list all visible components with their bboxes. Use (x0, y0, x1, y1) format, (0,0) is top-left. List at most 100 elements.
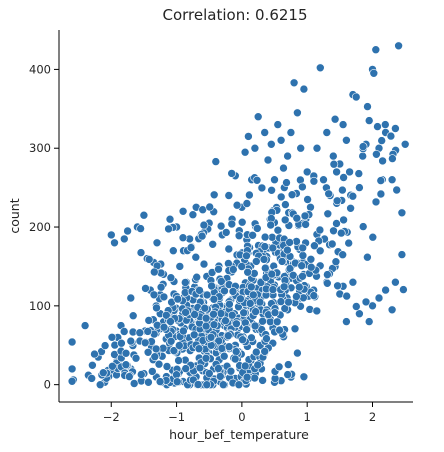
data-point (358, 151, 368, 161)
data-point (302, 167, 312, 177)
data-point (322, 278, 332, 288)
data-point (258, 376, 267, 385)
data-point (342, 317, 351, 326)
data-point (95, 380, 105, 390)
data-point (221, 228, 231, 237)
data-point (323, 209, 333, 219)
data-point (193, 380, 203, 389)
data-point (88, 360, 97, 370)
data-point (306, 262, 316, 272)
data-point (253, 360, 263, 370)
data-point (237, 262, 246, 271)
data-point (309, 291, 319, 300)
data-point (150, 267, 159, 277)
data-point (252, 224, 262, 233)
data-point (195, 363, 205, 373)
data-point (327, 239, 337, 249)
data-point (166, 273, 176, 283)
data-point (281, 200, 290, 209)
data-point (363, 252, 372, 262)
data-point (312, 143, 322, 153)
data-point (237, 217, 247, 227)
data-point (397, 250, 407, 259)
data-point (202, 380, 212, 390)
data-point (276, 192, 286, 202)
data-point (110, 238, 119, 248)
data-point (224, 331, 233, 341)
data-point (339, 215, 348, 225)
data-point (266, 140, 276, 149)
data-point (152, 238, 162, 248)
data-point (299, 84, 309, 94)
data-point (209, 294, 219, 304)
data-point (301, 220, 310, 229)
data-point (206, 332, 216, 342)
y-tick-label: 300 (29, 141, 51, 155)
data-point (373, 122, 382, 131)
data-point (242, 199, 252, 208)
data-point (154, 359, 164, 369)
data-point (283, 151, 292, 161)
data-point (199, 259, 209, 269)
data-point (287, 190, 297, 199)
data-point (298, 251, 308, 260)
data-point (164, 224, 173, 234)
data-point (199, 220, 209, 230)
data-point (251, 257, 261, 266)
data-point (143, 327, 153, 336)
data-point (175, 341, 184, 350)
data-point (224, 342, 234, 352)
data-point (355, 183, 364, 192)
data-point (273, 120, 283, 129)
data-point (386, 131, 396, 141)
data-point (332, 167, 341, 177)
data-point (137, 370, 146, 379)
data-point (227, 169, 236, 178)
data-point (129, 379, 139, 388)
data-point (87, 374, 96, 383)
data-point (272, 317, 282, 327)
data-point (224, 244, 234, 254)
data-point (344, 238, 354, 248)
data-point (260, 232, 270, 242)
data-point (338, 120, 348, 129)
data-point (351, 302, 361, 311)
data-point (121, 360, 131, 370)
data-point (263, 155, 273, 165)
data-point (289, 78, 299, 88)
data-point (283, 360, 293, 369)
data-point (309, 176, 319, 186)
data-point (306, 254, 316, 264)
data-point (135, 328, 145, 338)
data-point (162, 310, 171, 320)
plot-area (58, 30, 413, 403)
data-point (125, 372, 134, 381)
data-point (107, 230, 116, 240)
data-point (338, 250, 348, 259)
data-point (348, 191, 358, 201)
data-point (131, 353, 141, 363)
data-point (214, 336, 223, 346)
data-point (205, 202, 214, 212)
data-point (190, 310, 199, 319)
data-point (232, 200, 242, 210)
data-point (166, 317, 175, 326)
data-point (299, 372, 309, 382)
data-point (151, 344, 161, 354)
data-point (208, 240, 217, 249)
data-point (275, 325, 284, 335)
data-point (172, 377, 182, 387)
data-point (260, 263, 270, 273)
data-point (274, 362, 284, 372)
x-tick-label: 2 (369, 410, 376, 424)
data-point (315, 63, 325, 73)
data-point (368, 301, 377, 311)
data-point (169, 346, 179, 355)
data-point (242, 325, 251, 334)
y-axis-ticks: 0 100 200 300 400 (29, 62, 59, 392)
data-point (201, 353, 211, 363)
data-point (159, 322, 169, 332)
data-point (231, 347, 241, 356)
data-point (371, 45, 381, 55)
